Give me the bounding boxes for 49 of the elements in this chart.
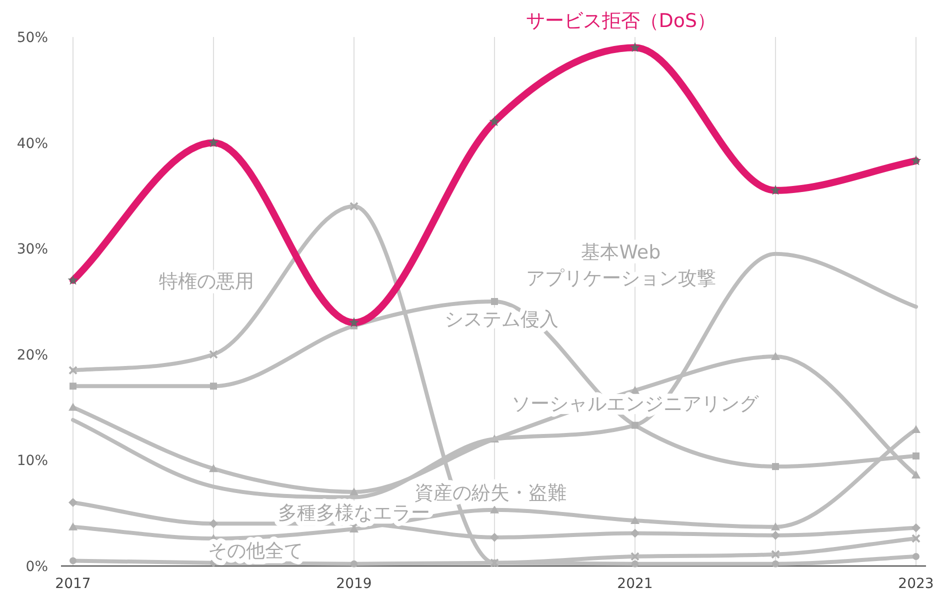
y-tick-label: 20% — [16, 347, 48, 364]
x-tick-label: 2021 — [617, 576, 653, 592]
point — [912, 470, 920, 479]
point — [350, 202, 358, 211]
x-tick-label: 2019 — [336, 576, 372, 592]
x-tick-label: 2017 — [55, 576, 91, 592]
point — [771, 352, 780, 360]
point — [632, 422, 638, 429]
series-label: ソーシャルエンジニアリング — [512, 393, 760, 416]
series-label: その他全て — [208, 540, 304, 562]
y-tick-label: 40% — [16, 136, 48, 152]
y-tick-label: 50% — [16, 30, 48, 46]
point — [632, 560, 638, 568]
point — [912, 523, 920, 532]
point — [772, 560, 779, 568]
point — [912, 452, 920, 460]
point — [772, 463, 779, 470]
point — [912, 534, 920, 543]
point — [630, 528, 640, 538]
point — [68, 522, 78, 530]
y-tick-label: 0% — [26, 559, 48, 575]
point — [771, 522, 780, 530]
point — [209, 464, 218, 472]
point — [771, 550, 780, 559]
point — [70, 382, 76, 390]
point — [771, 530, 780, 540]
point — [68, 402, 78, 411]
point — [490, 505, 499, 514]
series-label: 特権の悪用 — [158, 270, 254, 292]
point — [70, 557, 76, 564]
point — [630, 516, 640, 524]
point — [630, 386, 640, 394]
point — [912, 552, 920, 560]
point — [68, 366, 78, 375]
series-label: 基本Web アプリケーション攻撃 — [526, 241, 716, 290]
x-tick-label: 2023 — [898, 576, 934, 592]
y-tick-label: 10% — [16, 453, 48, 470]
point — [209, 350, 218, 359]
point — [912, 425, 920, 434]
point — [490, 532, 499, 542]
series-label: サービス拒否（DoS） — [526, 10, 716, 32]
point — [209, 519, 218, 528]
point — [68, 498, 78, 508]
series-label: 多種多様なエラー — [278, 502, 430, 524]
point — [630, 552, 640, 561]
point — [491, 298, 498, 305]
point — [350, 560, 358, 568]
point — [210, 382, 217, 390]
y-tick-label: 30% — [16, 242, 48, 258]
